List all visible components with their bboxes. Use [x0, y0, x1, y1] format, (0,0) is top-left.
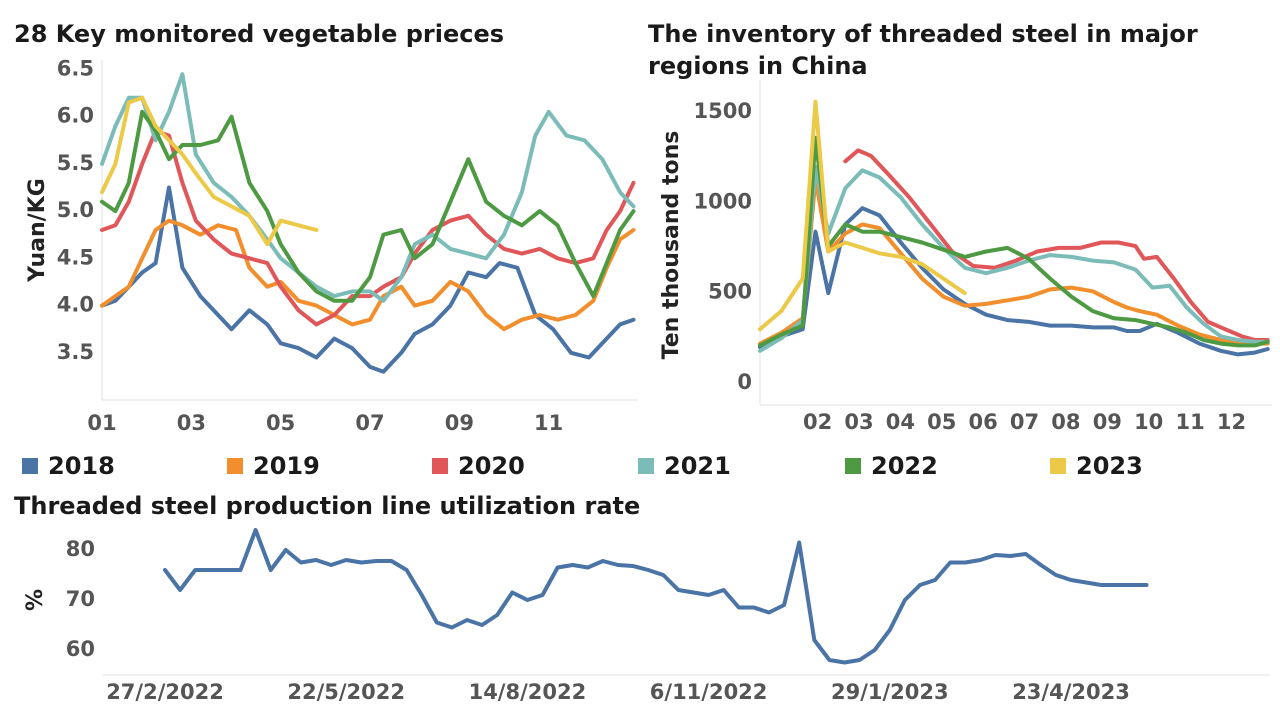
x-tick-label: 05 [927, 410, 956, 434]
y-axis-label: Ten thousand tons [659, 131, 684, 360]
chart-legend: 2018 2019 2020 2021 2022 2023 [0, 448, 1280, 484]
x-tick-label: 06 [969, 410, 998, 434]
x-tick-label: 23/4/2023 [1012, 680, 1130, 704]
legend-item-2022: 2022 [845, 448, 938, 484]
vegetable-chart-title: 28 Key monitored vegetable prieces [14, 20, 505, 48]
utilization-chart-title: Threaded steel production line utilizati… [14, 492, 641, 520]
legend-label: 2018 [48, 452, 115, 480]
y-tick-label: 5.0 [57, 198, 94, 222]
legend-label: 2019 [253, 452, 320, 480]
x-tick-label: 09 [1093, 410, 1122, 434]
y-tick-label: 500 [708, 280, 752, 304]
x-tick-label: 07 [1010, 410, 1039, 434]
x-tick-label: 08 [1051, 410, 1080, 434]
y-tick-label: 0 [737, 370, 752, 394]
x-tick-label: 12 [1217, 410, 1246, 434]
x-tick-label: 09 [445, 411, 474, 435]
legend-swatch-2021 [638, 458, 654, 474]
y-tick-label: 6.5 [57, 56, 94, 80]
x-tick-label: 27/2/2022 [106, 680, 224, 704]
inventory-chart-title: The inventory of threaded steel in major… [648, 20, 1198, 80]
x-tick-label: 04 [886, 410, 915, 434]
x-tick-label: 14/8/2022 [469, 680, 587, 704]
series-line-2019 [758, 177, 1270, 346]
legend-item-2018: 2018 [22, 448, 115, 484]
legend-swatch-2022 [845, 458, 861, 474]
x-tick-label: 03 [844, 410, 873, 434]
legend-swatch-2018 [22, 458, 38, 474]
y-tick-label: 60 [66, 637, 95, 661]
series-line-2021 [758, 164, 1270, 353]
x-tick-label: 05 [266, 411, 295, 435]
x-tick-label: 01 [87, 411, 116, 435]
y-tick-label: 4.5 [57, 245, 94, 269]
series-line-2019 [100, 218, 636, 332]
y-tick-label: 6.0 [57, 104, 94, 128]
x-tick-label: 6/11/2022 [650, 680, 768, 704]
x-tick-label: 10 [1134, 410, 1163, 434]
series-line-utilization [163, 528, 1149, 665]
x-tick-label: 02 [803, 410, 832, 434]
legend-label: 2021 [664, 452, 731, 480]
legend-item-2020: 2020 [432, 448, 525, 484]
legend-label: 2023 [1076, 452, 1143, 480]
series-line-2018 [100, 185, 636, 374]
legend-swatch-2023 [1050, 458, 1066, 474]
steel-inventory-chart: 1500 1000 500 0 02 03 04 05 06 07 08 09 10 11 12 Ten th… [659, 80, 1272, 434]
series-line-2023 [100, 95, 319, 247]
y-tick-label: 1500 [694, 99, 752, 123]
x-tick-label: 03 [177, 411, 206, 435]
legend-label: 2022 [871, 452, 938, 480]
y-axis-label: Yuan/KG [25, 178, 50, 283]
vegetable-price-chart: 6.5 6.0 5.5 5.0 4.5 4.0 3.5 01 03 05 07 09 11 Yuan/KG [25, 56, 638, 435]
series-line-2020 [843, 148, 1270, 342]
x-tick-label: 22/5/2022 [287, 680, 405, 704]
series-line-2022 [758, 135, 1270, 348]
x-tick-label: 29/1/2023 [831, 680, 949, 704]
x-tick-label: 11 [534, 411, 563, 435]
legend-label: 2020 [458, 452, 525, 480]
series-line-2023 [758, 99, 967, 332]
legend-swatch-2020 [432, 458, 448, 474]
y-tick-label: 3.5 [57, 340, 94, 364]
series-line-2020 [100, 128, 636, 327]
y-tick-label: 5.5 [57, 151, 94, 175]
series-line-2022 [100, 109, 636, 303]
y-tick-label: 4.0 [57, 293, 94, 317]
y-tick-label: 70 [66, 587, 95, 611]
y-axis-label: % [23, 589, 48, 611]
y-tick-label: 80 [66, 537, 95, 561]
x-tick-label: 11 [1175, 410, 1204, 434]
legend-item-2023: 2023 [1050, 448, 1143, 484]
legend-item-2021: 2021 [638, 448, 731, 484]
series-line-2018 [758, 206, 1270, 357]
y-tick-label: 1000 [694, 189, 752, 213]
x-tick-label: 07 [355, 411, 384, 435]
legend-item-2019: 2019 [227, 448, 320, 484]
legend-swatch-2019 [227, 458, 243, 474]
